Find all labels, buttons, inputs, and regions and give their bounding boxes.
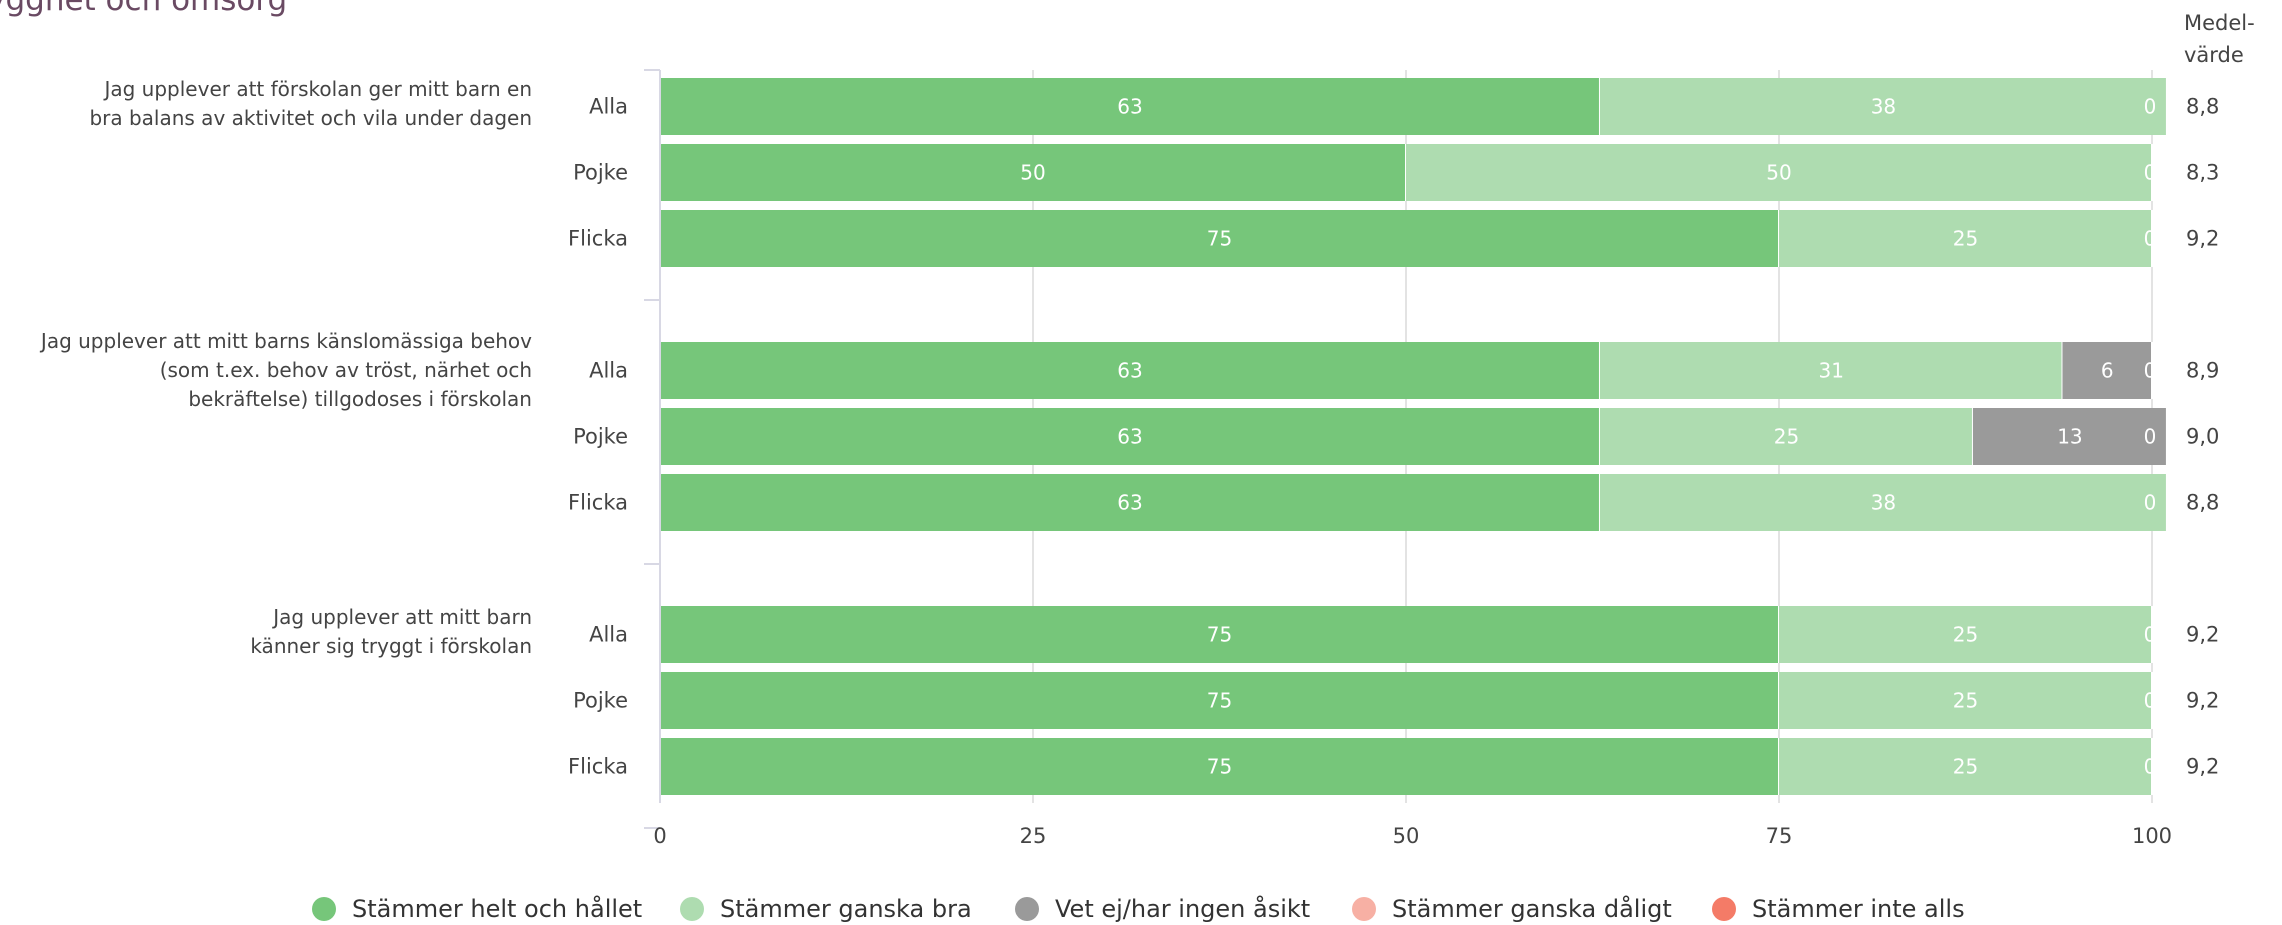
data-label: 25 xyxy=(1774,425,1799,449)
bar-segment xyxy=(2062,342,2152,399)
x-axis: 0 25 50 75 100 xyxy=(644,69,2172,848)
question-label: Jag upplever att mitt barns känslomässig… xyxy=(39,329,532,353)
legend-label: Stämmer ganska bra xyxy=(720,895,972,923)
group-label-pojke: Pojke xyxy=(573,425,628,449)
x-tick-label: 100 xyxy=(2132,824,2172,848)
bar-segment xyxy=(1599,78,2167,135)
zero-label: 0 xyxy=(2144,95,2157,119)
bar-segment xyxy=(660,672,1779,729)
data-label: 63 xyxy=(1117,95,1142,119)
zero-label: 0 xyxy=(2144,359,2157,383)
mean-value: 9,2 xyxy=(2186,623,2219,647)
bars-layer xyxy=(660,78,2168,795)
data-label: 25 xyxy=(1953,689,1978,713)
legend-marker xyxy=(1015,897,1039,921)
legend-label: Vet ej/har ingen åsikt xyxy=(1055,894,1310,923)
section-title: Trygghet och omsorg xyxy=(0,0,287,18)
zero-label: 0 xyxy=(2144,491,2157,515)
group-label-flicka: Flicka xyxy=(568,491,628,515)
bar-segment xyxy=(1599,408,1973,465)
mean-value: 8,3 xyxy=(2186,161,2219,185)
question-label: bekräftelse) tillgodoses i förskolan xyxy=(188,387,532,411)
data-label: 13 xyxy=(2057,425,2082,449)
question-label: (som t.ex. behov av tröst, närhet och xyxy=(160,358,532,382)
mean-value: 9,2 xyxy=(2186,755,2219,779)
mean-value: 9,0 xyxy=(2186,425,2219,449)
mean-header-line1: Medel- xyxy=(2184,11,2255,35)
legend-label: Stämmer helt och hållet xyxy=(352,894,642,923)
question-label: Jag upplever att mitt barn xyxy=(271,605,532,629)
group-label-alla: Alla xyxy=(589,359,628,383)
data-label: 75 xyxy=(1207,755,1232,779)
bar-segment xyxy=(660,738,1779,795)
bar-segment xyxy=(660,144,1406,201)
data-label: 63 xyxy=(1117,425,1142,449)
group-label-alla: Alla xyxy=(589,623,628,647)
mean-value: 8,8 xyxy=(2186,95,2219,119)
bar-segment xyxy=(1599,474,2167,531)
data-label: 6 xyxy=(2101,359,2114,383)
data-label: 50 xyxy=(1020,161,1045,185)
data-label: 25 xyxy=(1953,227,1978,251)
data-label: 75 xyxy=(1207,227,1232,251)
question-label: bra balans av aktivitet och vila under d… xyxy=(89,106,532,130)
x-tick-label: 75 xyxy=(1766,824,1793,848)
data-label: 75 xyxy=(1207,689,1232,713)
bar-segment xyxy=(1779,210,2152,267)
group-label-flicka: Flicka xyxy=(568,755,628,779)
bar-segment xyxy=(660,408,1600,465)
data-label: 25 xyxy=(1953,755,1978,779)
zero-label: 0 xyxy=(2144,161,2157,185)
legend: Stämmer helt och hållet Stämmer ganska br… xyxy=(312,894,1965,923)
zero-label: 0 xyxy=(2144,623,2157,647)
group-label-flicka: Flicka xyxy=(568,227,628,251)
data-label: 75 xyxy=(1207,623,1232,647)
data-label: 50 xyxy=(1766,161,1791,185)
data-label: 38 xyxy=(1871,95,1896,119)
bar-segment xyxy=(1779,738,2152,795)
x-tick-label: 25 xyxy=(1020,824,1047,848)
group-label-alla: Alla xyxy=(589,95,628,119)
mean-value: 9,2 xyxy=(2186,689,2219,713)
bar-segment xyxy=(1599,342,2063,399)
bar-segment xyxy=(1972,408,2167,465)
bar-segment xyxy=(660,474,1600,531)
mean-column: Medel- värde 8,8 8,3 9,2 8,9 9,0 8,8 9,2 9,2 9,2 xyxy=(2184,11,2255,779)
mean-value: 9,2 xyxy=(2186,227,2219,251)
bar-segment xyxy=(1406,144,2152,201)
group-label-pojke: Pojke xyxy=(573,689,628,713)
mean-value: 8,8 xyxy=(2186,491,2219,515)
bar-segment xyxy=(660,606,1779,663)
data-label: 63 xyxy=(1117,491,1142,515)
legend-label: Stämmer ganska dåligt xyxy=(1392,894,1672,923)
legend-marker xyxy=(680,897,704,921)
bar-segment xyxy=(660,78,1600,135)
data-label: 31 xyxy=(1818,359,1843,383)
zero-label: 0 xyxy=(2144,227,2157,251)
data-label: 63 xyxy=(1117,359,1142,383)
legend-marker xyxy=(1712,897,1736,921)
mean-value: 8,9 xyxy=(2186,359,2219,383)
question-label: känner sig tryggt i förskolan xyxy=(250,634,532,658)
zero-label: 0 xyxy=(2144,689,2157,713)
bar-segment xyxy=(660,210,1779,267)
legend-marker xyxy=(1352,897,1376,921)
legend-marker xyxy=(312,897,336,921)
mean-header-line2: värde xyxy=(2184,43,2244,67)
legend-label: Stämmer inte alls xyxy=(1752,895,1965,923)
data-label: 38 xyxy=(1871,491,1896,515)
question-label: Jag upplever att förskolan ger mitt barn… xyxy=(102,77,532,101)
x-tick-label: 0 xyxy=(653,824,666,848)
bar-segment xyxy=(1779,606,2152,663)
bar-segment xyxy=(660,342,1600,399)
labels-layer: Jag upplever att förskolan ger mitt barn… xyxy=(39,77,2156,779)
zero-label: 0 xyxy=(2144,425,2157,449)
bar-segment xyxy=(1779,672,2152,729)
zero-label: 0 xyxy=(2144,755,2157,779)
data-label: 25 xyxy=(1953,623,1978,647)
x-tick-label: 50 xyxy=(1393,824,1420,848)
group-label-pojke: Pojke xyxy=(573,161,628,185)
